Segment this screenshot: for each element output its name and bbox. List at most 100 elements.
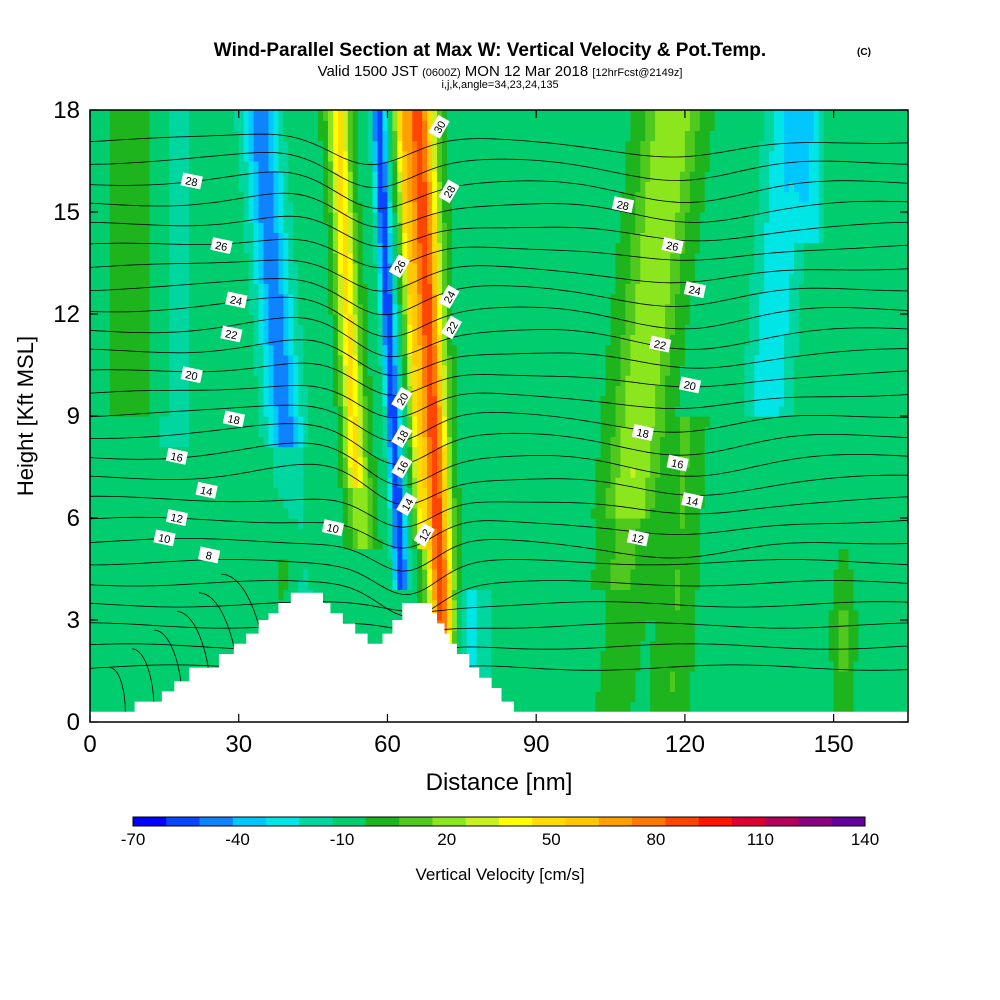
velocity-cell — [427, 283, 433, 295]
velocity-cell — [476, 650, 483, 662]
velocity-cell — [253, 375, 260, 386]
velocity-cell — [94, 507, 101, 519]
velocity-cell — [308, 528, 314, 539]
velocity-cell — [174, 212, 180, 223]
velocity-cell — [347, 334, 354, 346]
velocity-cell — [471, 467, 478, 478]
velocity-cell — [412, 150, 418, 162]
velocity-cell — [451, 426, 458, 437]
velocity-cell — [253, 395, 260, 407]
velocity-cell — [441, 609, 448, 621]
velocity-cell — [372, 405, 379, 417]
velocity-cell — [441, 497, 448, 509]
velocity-cell — [109, 140, 116, 152]
velocity-cell — [486, 161, 493, 172]
velocity-cell — [184, 283, 190, 295]
velocity-cell — [337, 334, 344, 346]
velocity-cell — [372, 569, 379, 580]
velocity-cell — [491, 314, 498, 325]
velocity-cell — [427, 395, 433, 407]
velocity-cell — [278, 589, 284, 601]
velocity-cell — [273, 222, 279, 233]
velocity-cell — [481, 467, 488, 478]
velocity-cell — [283, 528, 289, 539]
velocity-cell — [481, 375, 488, 386]
velocity-cell — [179, 538, 185, 550]
velocity-cell — [486, 426, 493, 437]
velocity-cell — [372, 150, 379, 162]
velocity-cell — [352, 620, 359, 631]
velocity-cell — [248, 252, 255, 264]
velocity-cell — [318, 518, 324, 529]
velocity-cell — [456, 314, 463, 325]
velocity-cell — [342, 375, 349, 386]
velocity-cell — [199, 569, 205, 580]
velocity-cell — [407, 273, 413, 284]
velocity-cell — [184, 630, 190, 641]
velocity-cell — [318, 436, 324, 448]
velocity-cell — [174, 344, 180, 356]
velocity-cell — [184, 334, 190, 346]
velocity-cell — [144, 120, 151, 131]
velocity-cell — [218, 303, 225, 315]
velocity-cell — [129, 467, 136, 478]
velocity-cell — [144, 416, 151, 427]
velocity-cell — [124, 671, 131, 682]
velocity-cell — [169, 589, 175, 601]
velocity-cell — [382, 609, 389, 621]
velocity-cell — [90, 456, 96, 468]
velocity-cell — [154, 150, 161, 162]
velocity-cell — [90, 140, 96, 152]
velocity-cell — [308, 140, 314, 152]
velocity-cell — [139, 110, 146, 121]
velocity-cell — [352, 130, 359, 142]
velocity-cell — [273, 324, 279, 335]
velocity-cell — [129, 599, 136, 611]
velocity-cell — [124, 630, 131, 641]
velocity-cell — [293, 120, 299, 131]
velocity-cell — [476, 609, 483, 621]
velocity-cell — [303, 446, 309, 458]
velocity-cell — [159, 303, 165, 315]
velocity-cell — [189, 212, 195, 223]
velocity-cell — [129, 161, 136, 172]
velocity-cell — [446, 528, 453, 539]
velocity-cell — [169, 222, 175, 233]
velocity-cell — [446, 395, 453, 407]
velocity-cell — [208, 477, 215, 488]
velocity-cell — [471, 426, 478, 437]
velocity-cell — [159, 242, 165, 254]
velocity-cell — [218, 528, 225, 539]
velocity-cell — [337, 181, 344, 193]
velocity-cell — [362, 365, 369, 376]
velocity-cell — [481, 528, 488, 539]
velocity-cell — [318, 263, 324, 274]
velocity-cell — [466, 171, 473, 182]
velocity-cell — [184, 671, 190, 682]
velocity-cell — [323, 589, 329, 601]
velocity-cell — [491, 334, 498, 346]
velocity-cell — [332, 456, 339, 468]
velocity-cell — [342, 456, 349, 468]
velocity-cell — [194, 140, 200, 152]
velocity-cell — [456, 191, 463, 203]
velocity-cell — [248, 589, 255, 601]
velocity-cell — [372, 303, 379, 315]
velocity-cell — [362, 171, 369, 182]
velocity-cell — [199, 416, 205, 427]
velocity-cell — [427, 477, 433, 488]
velocity-cell — [164, 140, 170, 152]
velocity-cell — [446, 334, 453, 346]
velocity-cell — [337, 212, 344, 223]
velocity-cell — [263, 507, 270, 519]
velocity-cell — [174, 201, 180, 213]
velocity-cell — [218, 426, 225, 437]
velocity-cell — [248, 507, 255, 519]
velocity-cell — [169, 477, 175, 488]
velocity-cell — [298, 426, 304, 437]
velocity-cell — [139, 191, 146, 203]
velocity-cell — [466, 528, 473, 539]
velocity-cell — [367, 436, 374, 448]
velocity-cell — [318, 344, 324, 356]
velocity-cell — [323, 252, 329, 264]
